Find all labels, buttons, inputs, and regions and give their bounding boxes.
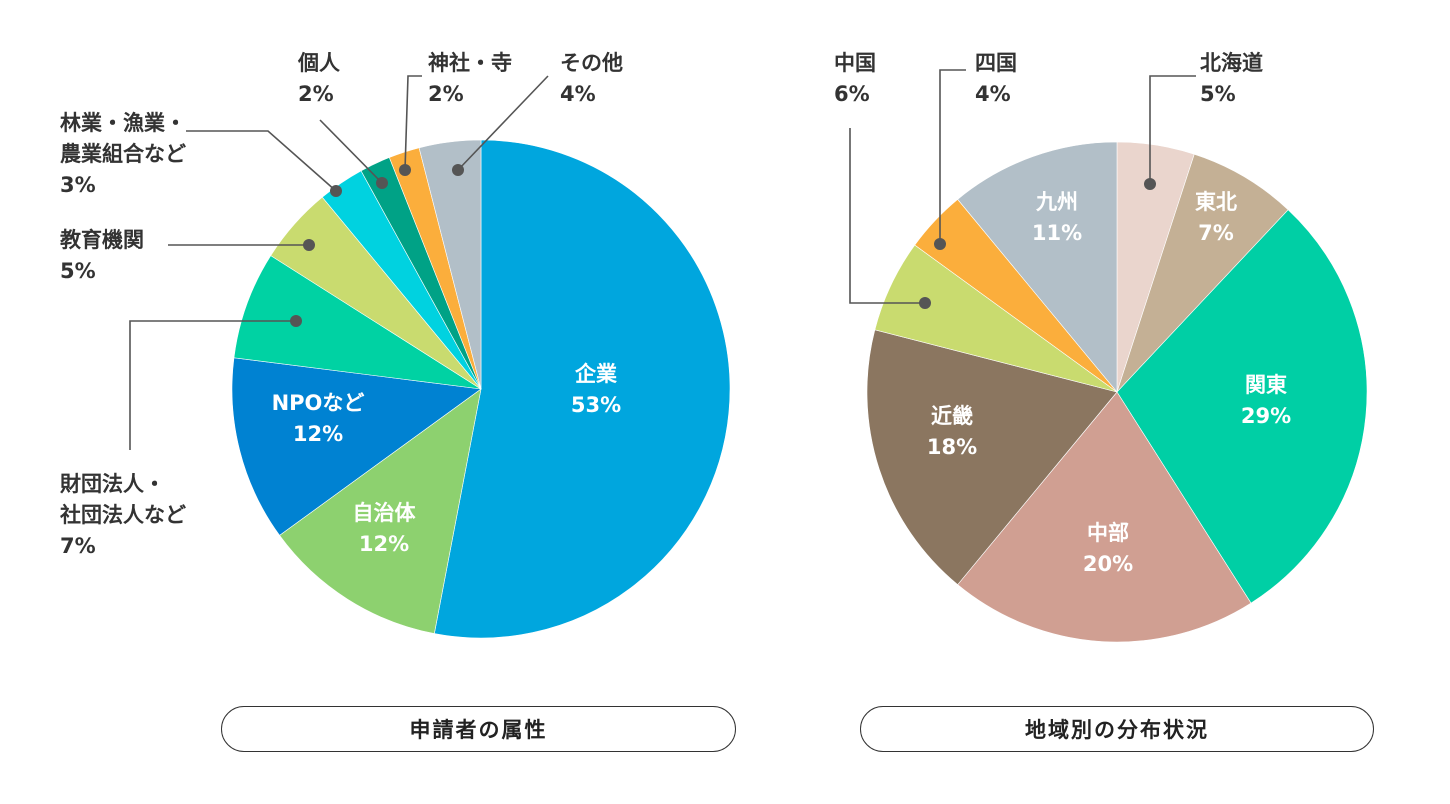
applicants-slice-label-0: 企業 53% — [571, 362, 621, 417]
applicants-slice-label-2: NPOなど 12% — [272, 391, 365, 446]
regions-slice-label-6: 四国 4% — [975, 51, 1017, 106]
regions-slice-1 — [1116, 153, 1289, 393]
applicants-slice-0 — [433, 139, 731, 639]
regions-slice-label-4: 近畿 18% — [927, 404, 977, 459]
applicants-slice-label-1: 自治体 12% — [353, 501, 417, 556]
applicants-slice-label-8: その他 4% — [560, 51, 623, 106]
applicants-slice-2 — [231, 357, 482, 536]
regions-slice-label-7: 九州 11% — [1032, 190, 1082, 245]
regions-slice-label-0: 北海道 5% — [1200, 51, 1263, 106]
applicants-leader-line-6 — [319, 119, 383, 184]
applicants-leader-line-5 — [186, 130, 337, 192]
regions-slice-label-5: 中国 6% — [834, 51, 876, 106]
regions-leader-dot-0 — [1144, 178, 1156, 190]
regions-slice-3 — [957, 391, 1252, 643]
chart-title-applicants: 申請者の属性 — [221, 706, 736, 752]
regions-leader-line-0 — [1149, 75, 1196, 184]
applicants-slice-1 — [279, 388, 482, 634]
applicants-leader-line-8 — [457, 75, 549, 171]
applicants-slice-label-7: 神社・寺 2% — [428, 51, 512, 106]
regions-slice-label-3: 中部 20% — [1083, 521, 1133, 576]
regions-leader-dot-5 — [919, 297, 931, 309]
applicants-slice-label-5: 林業・漁業・農業組合など 3% — [60, 111, 186, 197]
applicants-leader-dot-7 — [399, 164, 411, 176]
applicants-leader-line-3 — [129, 320, 296, 450]
regions-slice-2 — [1116, 209, 1368, 604]
chart-title-regions: 地域別の分布状況 — [860, 706, 1374, 752]
applicants-slice-8 — [418, 139, 482, 390]
applicants-slice-label-6: 個人 2% — [297, 51, 340, 106]
applicants-slice-label-3: 財団法人・社団法人など 7% — [59, 472, 186, 558]
applicants-slice-3 — [233, 255, 482, 390]
regions-leader-line-5 — [849, 128, 925, 304]
applicants-leader-dot-4 — [303, 239, 315, 251]
regions-leader-line-6 — [939, 69, 966, 244]
applicants-slice-label-4: 教育機関 5% — [60, 228, 144, 283]
regions-slice-4 — [866, 329, 1118, 586]
regions-slice-label-2: 関東 29% — [1241, 373, 1291, 428]
applicants-leader-dot-6 — [376, 177, 388, 189]
regions-slice-label-1: 東北 7% — [1195, 190, 1237, 245]
applicants-leader-dot-8 — [452, 164, 464, 176]
applicants-leader-line-7 — [404, 75, 422, 171]
applicants-leader-dot-5 — [330, 185, 342, 197]
regions-slice-7 — [957, 141, 1118, 393]
applicants-leader-dot-3 — [290, 315, 302, 327]
regions-leader-dot-6 — [934, 238, 946, 250]
